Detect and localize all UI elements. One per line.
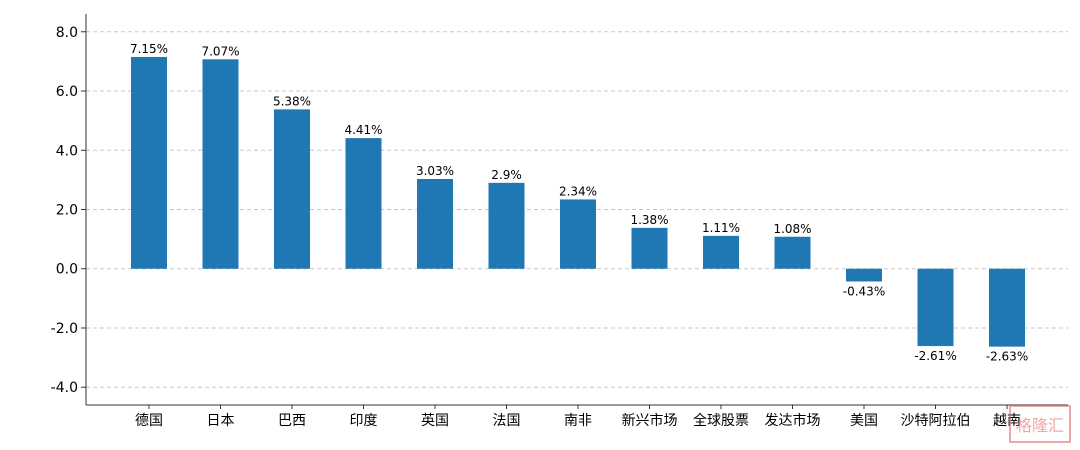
x-category-label: 越南 <box>993 413 1021 429</box>
bars <box>131 56 1025 347</box>
data-label: -0.43% <box>843 284 885 298</box>
data-labels: 7.15% 7.07% 5.38% 4.41% 3.03% 2.9% 2.34% 1.38% 1… <box>130 42 1028 364</box>
data-label: 4.41% <box>344 123 382 137</box>
y-tick-label: 6.0 <box>56 84 78 100</box>
data-label: 2.9% <box>491 168 522 182</box>
y-tick-label: -2.0 <box>51 321 78 337</box>
y-tick-label: 8.0 <box>56 25 78 41</box>
x-category-label: 发达市场 <box>765 412 821 429</box>
x-category-label: 印度 <box>350 413 378 429</box>
x-category-label: 新兴市场 <box>622 412 678 429</box>
bar-2 <box>202 59 239 269</box>
watermark-text: 格隆汇 <box>1016 416 1064 435</box>
x-category-label: 日本 <box>207 413 235 429</box>
bar-9 <box>703 235 739 269</box>
data-label: 1.38% <box>630 213 668 227</box>
y-tick-label: 2.0 <box>56 203 78 219</box>
watermark-logo: 格隆汇 <box>1009 405 1071 443</box>
data-label: 2.34% <box>559 184 597 198</box>
data-label: 1.11% <box>702 221 740 235</box>
bar-3 <box>274 109 310 269</box>
data-label: 3.03% <box>416 164 454 178</box>
bar-7 <box>560 199 596 269</box>
bar-1 <box>131 56 167 269</box>
x-category-label: 英国 <box>421 412 449 429</box>
x-category-label: 巴西 <box>278 413 306 429</box>
bar-12 <box>917 268 954 347</box>
y-tick-label: 4.0 <box>56 143 78 159</box>
y-tick-label: -4.0 <box>51 380 78 396</box>
data-label: -2.61% <box>914 349 956 363</box>
bar-8 <box>631 227 668 269</box>
x-category-label: 南非 <box>564 413 592 429</box>
bar-6 <box>488 182 525 269</box>
x-category-label: 全球股票 <box>693 412 749 429</box>
y-axis-ticks: -4.0 -2.0 0.0 2.0 4.0 6.0 8.0 <box>51 25 86 396</box>
bar-13 <box>989 268 1025 347</box>
data-label: 7.07% <box>201 44 239 58</box>
bar-10 <box>774 236 811 269</box>
data-label: -2.63% <box>986 350 1028 364</box>
x-category-label: 沙特阿拉伯 <box>901 413 971 429</box>
data-label: 1.08% <box>773 222 811 236</box>
x-category-label: 法国 <box>493 413 521 429</box>
data-label: 5.38% <box>273 94 311 108</box>
x-category-label: 美国 <box>850 413 878 429</box>
bar-5 <box>417 178 453 269</box>
x-category-label: 德国 <box>135 413 163 429</box>
bar-11 <box>846 268 882 282</box>
bar-4 <box>345 138 382 269</box>
y-tick-label: 0.0 <box>56 262 78 278</box>
x-axis-category-labels: 德国 日本 巴西 印度 英国 法国 南非 新兴市场 全球股票 发达市场 美国 沙特阿拉伯 越南 <box>135 405 1021 429</box>
data-label: 7.15% <box>130 42 168 56</box>
